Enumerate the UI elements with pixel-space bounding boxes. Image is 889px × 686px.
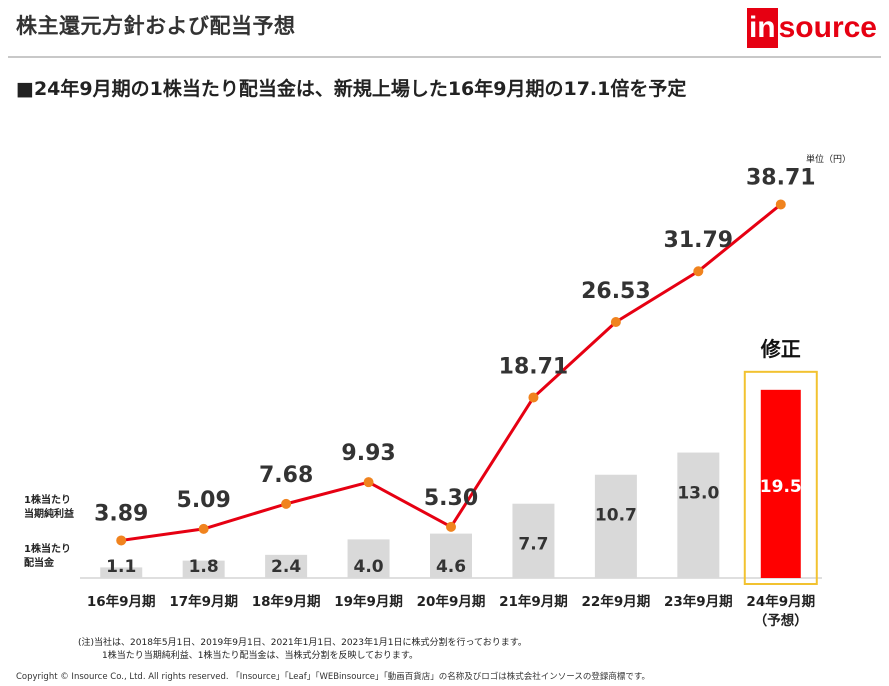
eps-point [281,498,292,509]
eps-value-label: 5.09 [177,488,231,513]
x-tick-label: 16年9月期 [87,593,156,610]
series-legend-label: 配当金 [24,556,55,569]
line-layer [116,199,786,546]
dividend-bar [430,533,472,578]
forecast-highlight-box [743,370,818,586]
x-tick-label: 19年9月期 [334,593,403,610]
page-title: 株主還元方針および配当予想 [16,14,296,38]
eps-point [610,316,621,327]
dividend-value-label: 4.0 [353,557,383,577]
dividend-value-label: 1.1 [106,557,136,577]
dividend-value-label: 2.4 [271,557,301,577]
logo-accent: in [746,8,778,48]
x-tick-label: 17年9月期 [169,593,238,610]
x-tick-label: 24年9月期 [746,593,815,610]
eps-point [693,266,704,277]
x-tick-label: 20年9月期 [417,593,486,610]
series-legend-label: 1株当たり [24,493,71,506]
eps-value-label: 7.68 [259,463,313,488]
dividend-value-label: 13.0 [677,484,719,504]
dividend-bar [265,554,308,578]
title-divider [8,56,881,58]
x-tick-label: 23年9月期 [664,593,733,610]
x-tick-label: 22年9月期 [582,593,651,610]
eps-point [446,521,456,532]
dividend-value-label: 19.5 [760,477,802,497]
x-tick-label: 18年9月期 [252,593,321,610]
series-legend-label: 当期純利益 [24,507,74,520]
logo-text: source [778,11,877,44]
eps-point [198,523,209,534]
dividend-bar [760,389,801,578]
dividend-value-label: 1.8 [189,557,219,577]
eps-point [116,535,127,546]
bars-layer [80,370,822,586]
eps-point [363,477,374,488]
footnote-2: 1株当たり当期純利益、1株当たり配当金は、当株式分割を反映しております。 [102,651,419,661]
x-tick-label: 21年9月期 [499,593,568,610]
eps-value-label: 31.79 [664,228,734,253]
dividend-bar [677,452,720,578]
footnotes: (注)当社は、2018年5月1日、2019年9月1日、2021年1月1日、202… [78,637,527,663]
headline: ■24年9月期の1株当たり配当金は、新規上場した16年9月期の17.1倍を予定 [16,78,687,100]
dividend-bar [512,503,555,578]
copyright: Copyright © Insource Co., Ltd. All right… [16,672,651,682]
dividend-bar [594,474,637,578]
eps-value-label: 18.71 [499,354,569,379]
footnote-1: (注)当社は、2018年5月1日、2019年9月1日、2021年1月1日、202… [78,638,527,648]
unit-label: 単位（円） [805,155,851,165]
dividend-value-label: 7.7 [518,535,548,555]
eps-value-label: 38.71 [746,165,816,190]
dividend-bar [182,560,225,578]
eps-value-label: 3.89 [94,501,148,526]
labels-layer: 修正 1.1 1.8 2.4 4.0 4.6 7.7 10.7 13.0 19.5 3.89 5.09… [24,165,816,629]
eps-value-label: 9.93 [341,441,395,466]
dividend-bar [347,539,390,578]
forecast-sub-label: （予想） [754,612,808,629]
eps-value-label: 5.30 [424,486,478,511]
revision-annotation: 修正 [760,337,801,361]
eps-point [528,392,539,403]
eps-value-label: 26.53 [581,279,651,304]
dividend-bar [100,567,143,578]
dividend-value-label: 10.7 [595,506,637,526]
dividend-value-label: 4.6 [436,557,466,577]
series-legend-label: 1株当たり [24,542,71,555]
eps-point [775,199,786,210]
insource-logo: in source [746,8,877,48]
